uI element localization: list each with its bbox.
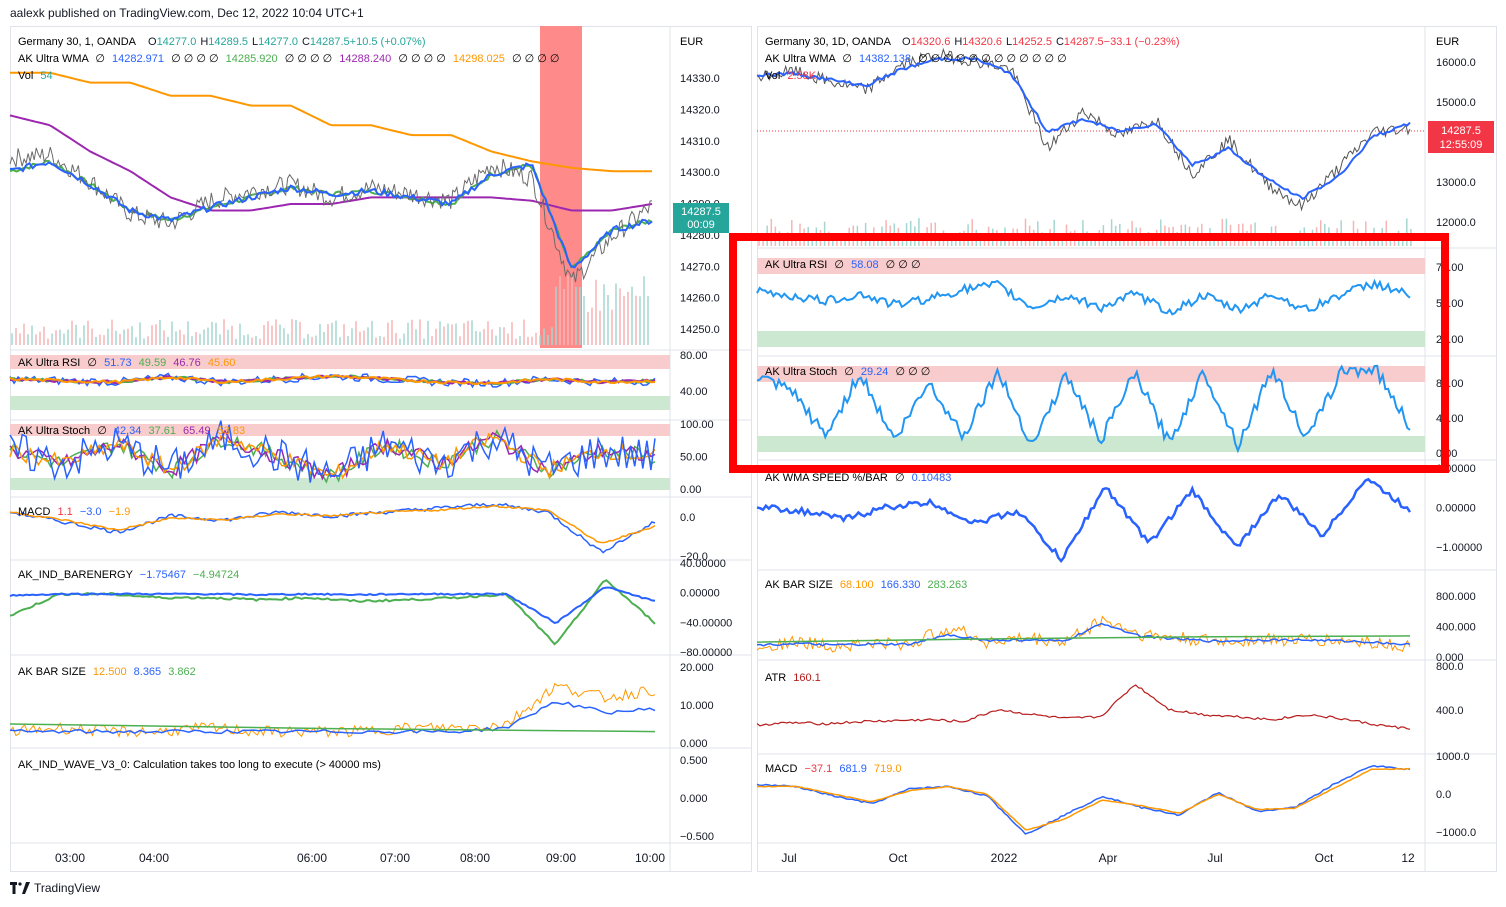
left-wave-label: AK_IND_WAVE_V3_0: Calculation takes too … — [18, 759, 381, 771]
left-barsize-blue-line — [9, 701, 656, 735]
left-macd-ytick: 0.0 — [680, 512, 695, 524]
left-barsize-ytick: 10.000 — [680, 700, 714, 712]
left-orange-wma-line — [10, 71, 652, 173]
left-rsi-line-orange — [9, 374, 656, 386]
highlight-box — [729, 233, 1449, 473]
left-main-ytick: 14260.0 — [680, 293, 720, 305]
left-main-ytick: 14250.0 — [680, 324, 720, 336]
left-rsi-ytick: 40.00 — [680, 386, 708, 398]
left-stoch-line-orange — [9, 432, 656, 481]
left-xtick: 09:00 — [546, 851, 576, 865]
left-xtick: 03:00 — [55, 851, 85, 865]
left-ohlc: O14277.0 H14289.5 L14277.0 C14287.5+10.5 (+… — [148, 36, 426, 48]
left-stoch-ytick: 100.00 — [680, 419, 714, 431]
left-macd-ytick: −20.0 — [680, 551, 708, 563]
left-wave-ytick: 0.500 — [680, 755, 708, 767]
left-barsize-green-line — [9, 723, 656, 733]
left-macd-label: MACD 1.1 −3.0 −1.9 — [18, 506, 130, 518]
left-price-tag-value: 14287.5 — [681, 206, 721, 218]
left-main-ytick: 14310.0 — [680, 136, 720, 148]
left-stoch-line-blue — [9, 420, 656, 483]
left-xtick: 07:00 — [380, 851, 410, 865]
left-barsize-ytick: 0.000 — [680, 738, 708, 750]
left-vol-label: Vol 54 — [18, 70, 53, 82]
published-caption: aalexk published on TradingView.com, Dec… — [10, 6, 364, 20]
footer-brand-label: TradingView — [34, 881, 101, 895]
left-axis-unit: EUR — [680, 36, 703, 48]
footer-brand[interactable]: TradingView — [10, 881, 100, 895]
left-barenergy-ytick: 40.00000 — [680, 558, 726, 570]
left-barenergy-ytick: −80.00000 — [680, 647, 732, 659]
left-barenergy-blue-line — [9, 586, 656, 624]
left-barenergy-ytick: 0.00000 — [680, 588, 720, 600]
left-rsi-label: AK Ultra RSI ∅ 51.73 49.59 46.76 45.60 — [18, 357, 235, 369]
left-main-ytick: 14330.0 — [680, 73, 720, 85]
left-wave-ytick: −0.500 — [680, 831, 714, 843]
left-barsize-ytick: 20.000 — [680, 662, 714, 674]
left-price-tag — [673, 203, 729, 233]
left-blue-wma-line — [9, 161, 653, 269]
left-stoch-ytick: 0.00 — [680, 484, 701, 496]
left-xtick: 04:00 — [139, 851, 169, 865]
left-main-ytick: 14300.0 — [680, 167, 720, 179]
left-xtick: 06:00 — [297, 851, 327, 865]
left-barsize-label: AK BAR SIZE 12.500 8.365 3.862 — [18, 666, 196, 678]
left-main-ytick: 14270.0 — [680, 261, 720, 273]
left-symbol: Germany 30, 1, OANDA — [18, 36, 137, 48]
left-xtick: 10:00 — [635, 851, 665, 865]
left-wma-label: AK Ultra WMA ∅ 14282.971 ∅ ∅ ∅ ∅ 14285.9… — [18, 53, 559, 65]
left-main-ytick: 14320.0 — [680, 104, 720, 116]
left-stoch-ytick: 50.00 — [680, 452, 708, 464]
left-barenergy-green-line — [9, 579, 656, 646]
left-macd-signal-line — [9, 504, 656, 544]
left-price-tag-time: 00:09 — [687, 219, 715, 231]
tradingview-logo-icon — [10, 882, 30, 894]
left-rsi-ytick: 80.00 — [680, 350, 708, 362]
left-barenergy-label: AK_IND_BARENERGY −1.75467 −4.94724 — [18, 569, 239, 581]
left-macd-line — [9, 502, 656, 554]
left-barenergy-ytick: −40.00000 — [680, 617, 732, 629]
session-highlight — [540, 26, 582, 348]
left-stoch-label: AK Ultra Stoch ∅ 42.34 37.61 65.49 53.83 — [18, 425, 245, 437]
left-price-line — [9, 146, 653, 283]
left-wave-ytick: 0.000 — [680, 793, 708, 805]
left-xtick: 08:00 — [460, 851, 490, 865]
